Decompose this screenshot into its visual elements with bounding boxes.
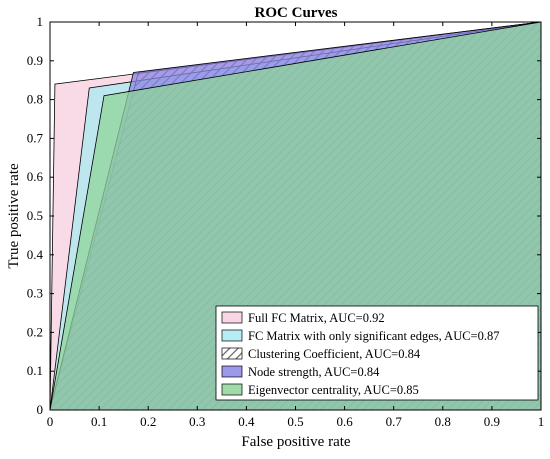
- legend-label: Eigenvector centrality, AUC=0.85: [248, 383, 419, 397]
- legend-swatch: [221, 383, 243, 396]
- y-tick-label: 0.2: [27, 324, 43, 339]
- legend-label: Clustering Coefficient, AUC=0.84: [248, 347, 421, 361]
- x-tick-label: 0.7: [386, 414, 403, 429]
- legend-label: Node strength, AUC=0.84: [248, 365, 380, 379]
- x-axis-ticks: 0 0.1 0.2 0.3 0.4 0.5 0.6 0.7 0.8 0.9 1: [47, 22, 545, 429]
- x-tick-label: 1: [538, 414, 545, 429]
- y-tick-label: 0.5: [27, 208, 43, 223]
- x-tick-label: 0.4: [238, 414, 255, 429]
- legend-swatch: [221, 365, 243, 378]
- y-tick-label: 0.3: [27, 286, 43, 301]
- legend-swatch: [221, 347, 243, 360]
- x-tick-label: 0.9: [484, 414, 500, 429]
- x-tick-label: 0.2: [140, 414, 156, 429]
- legend-swatch: [221, 311, 243, 324]
- legend-label: Full FC Matrix, AUC=0.92: [248, 311, 385, 325]
- y-axis-ticks: 0 0.1 0.2 0.3 0.4 0.5 0.6 0.7 0.8 0.9 1: [27, 14, 541, 417]
- legend: Full FC Matrix, AUC=0.92 FC Matrix with o…: [215, 305, 539, 401]
- x-axis-label: False positive rate: [241, 434, 350, 450]
- y-tick-label: 0.8: [27, 92, 43, 107]
- chart-title: ROC Curves: [255, 5, 338, 21]
- y-axis-label: True positive rate: [6, 163, 22, 269]
- y-tick-label: 1: [37, 14, 44, 29]
- y-tick-label: 0.9: [27, 53, 43, 68]
- x-tick-label: 0.1: [91, 414, 107, 429]
- legend-swatch: [221, 329, 243, 342]
- x-tick-label: 0.6: [336, 414, 353, 429]
- legend-label: FC Matrix with only significant edges, A…: [248, 329, 499, 343]
- y-tick-label: 0.4: [27, 247, 44, 262]
- x-tick-label: 0.8: [435, 414, 451, 429]
- legend-box: [215, 305, 539, 401]
- x-tick-label: 0: [47, 414, 54, 429]
- x-tick-label: 0.5: [287, 414, 303, 429]
- y-tick-label: 0.1: [27, 363, 43, 378]
- x-tick-label: 0.3: [189, 414, 205, 429]
- y-tick-label: 0.6: [27, 169, 44, 184]
- y-tick-label: 0: [37, 402, 44, 417]
- y-tick-label: 0.7: [27, 130, 44, 145]
